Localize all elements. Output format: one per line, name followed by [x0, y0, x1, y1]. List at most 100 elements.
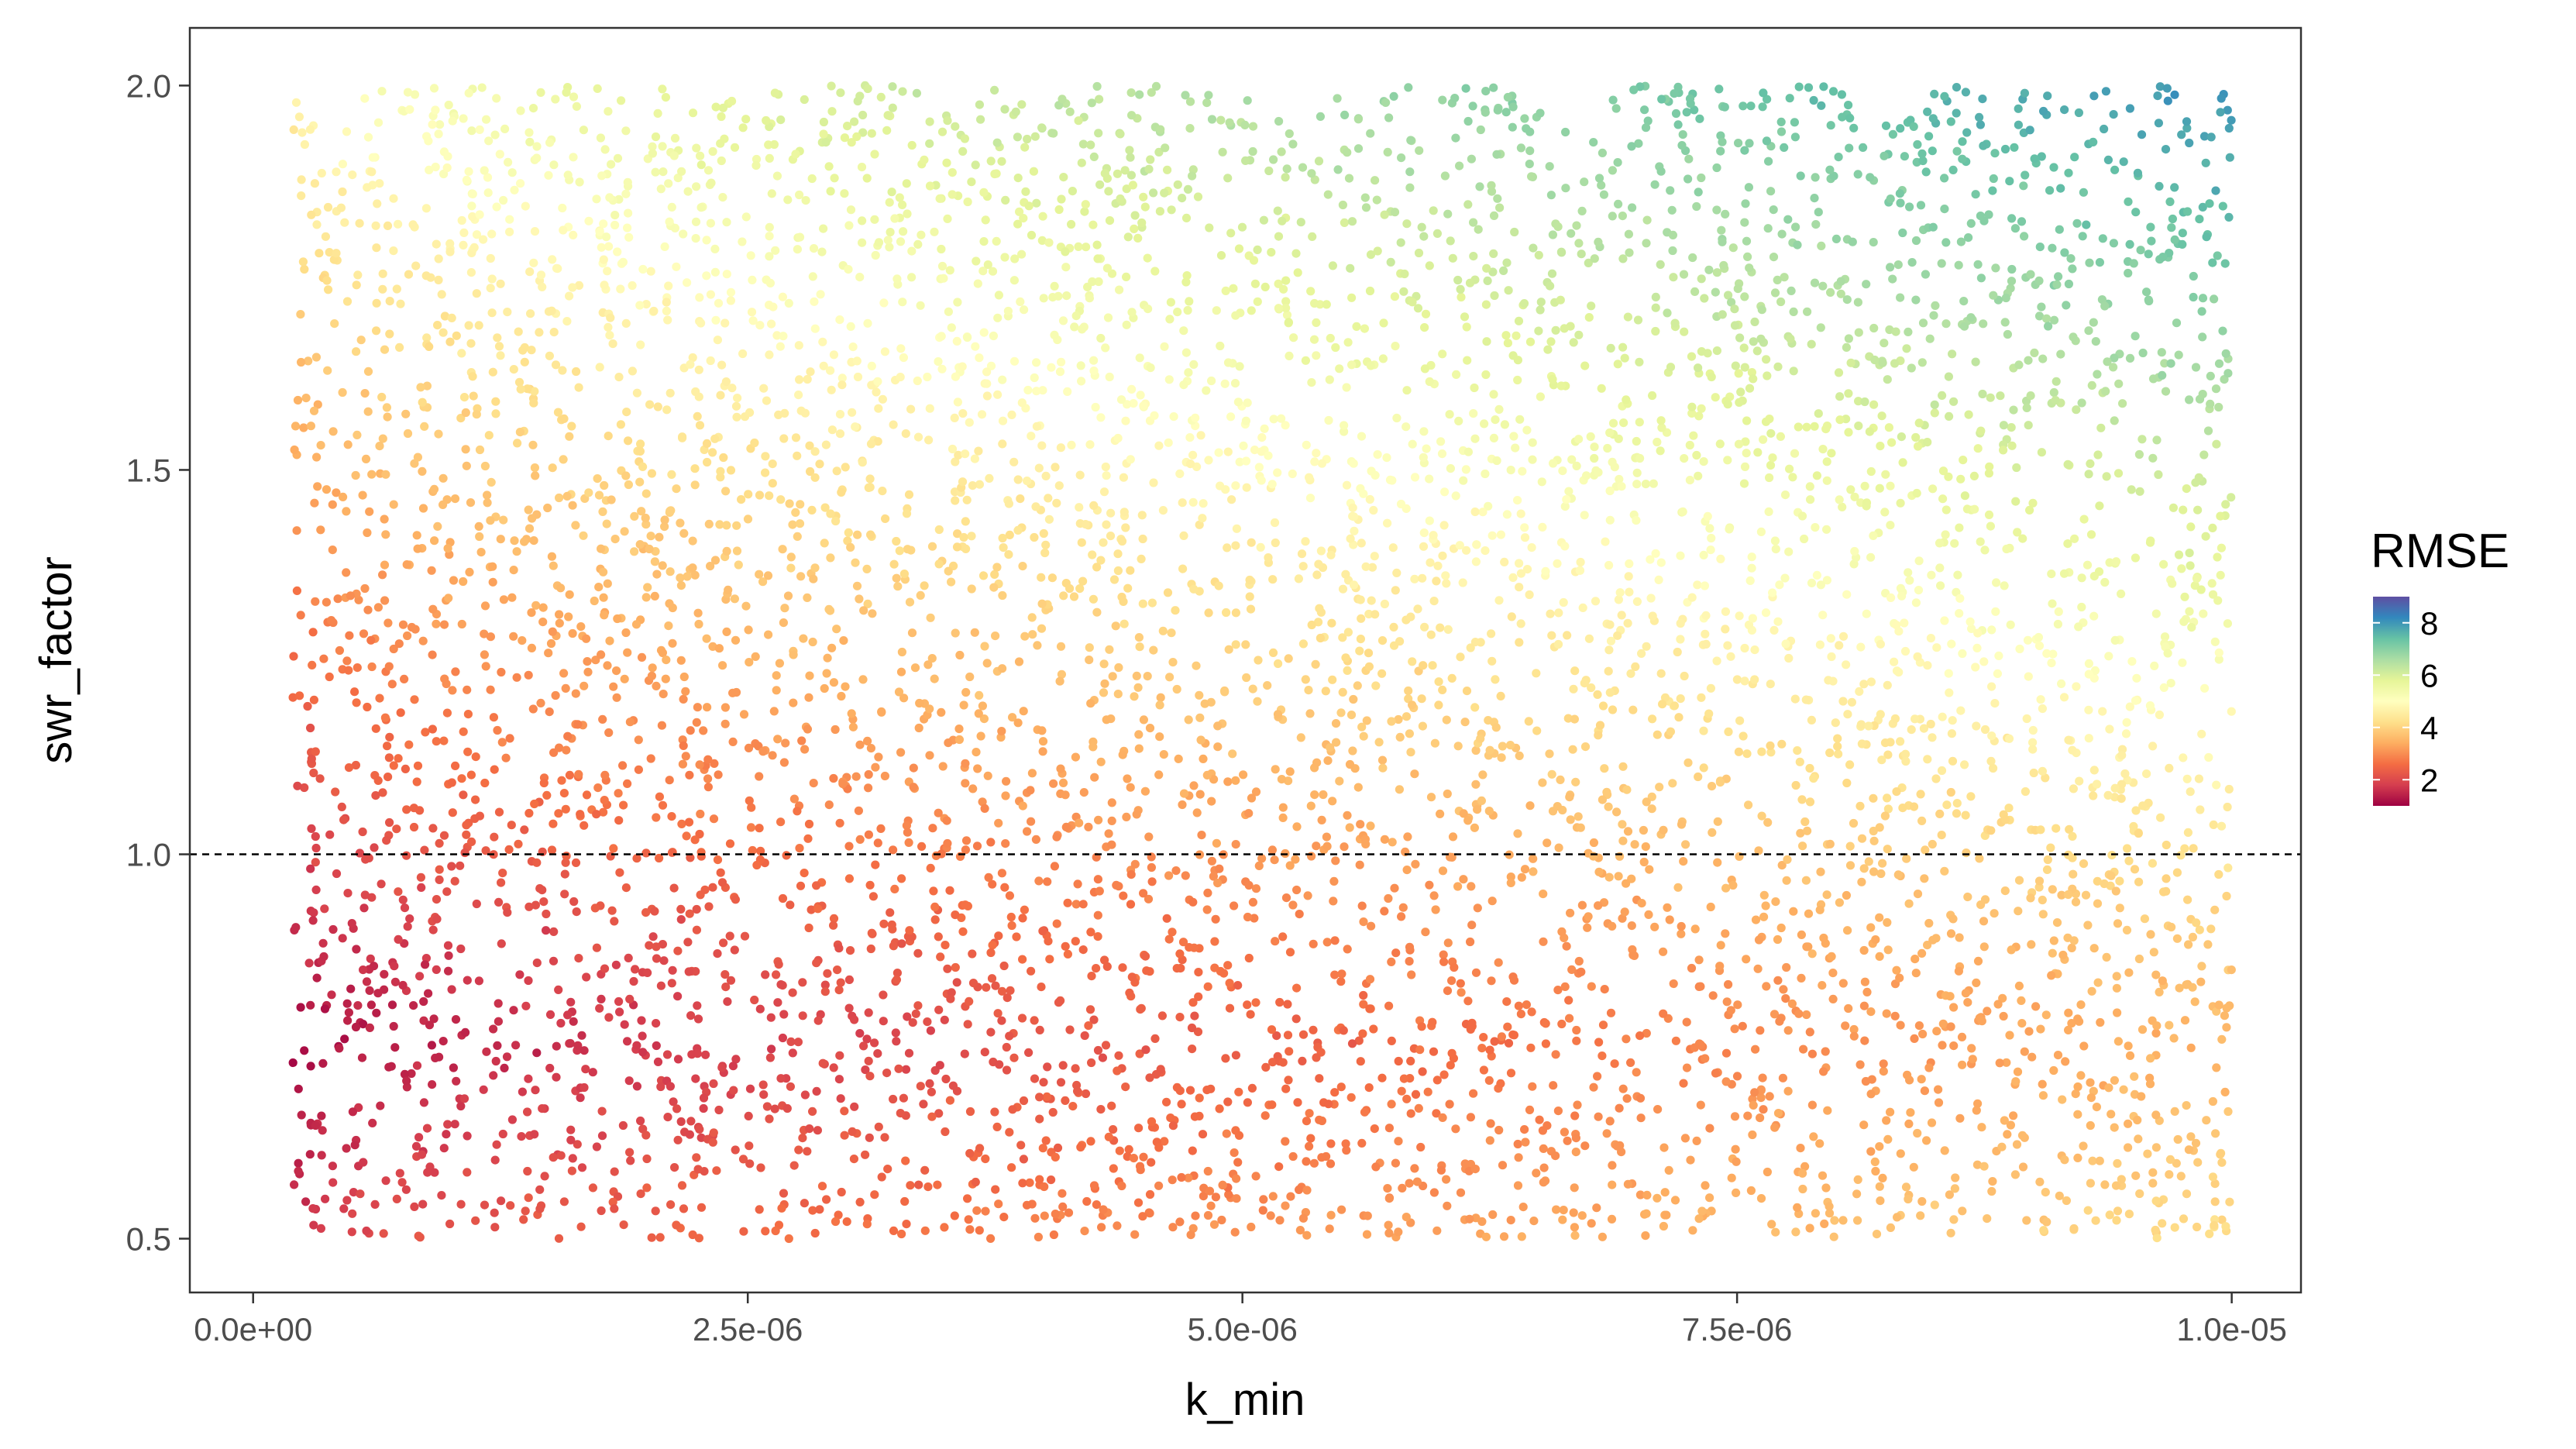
scatter-point [2223, 863, 2233, 872]
scatter-point [1356, 635, 1365, 644]
scatter-point [472, 899, 481, 909]
scatter-point [2064, 168, 2073, 177]
scatter-point [1821, 1047, 1830, 1056]
scatter-point [1033, 1232, 1043, 1242]
scatter-point [1106, 508, 1116, 518]
scatter-point [867, 380, 876, 390]
scatter-point [1202, 905, 1212, 914]
scatter-point [903, 828, 912, 837]
scatter-point [971, 342, 980, 351]
scatter-point [1654, 575, 1663, 585]
scatter-point [1384, 113, 1394, 122]
scatter-point [572, 102, 582, 111]
scatter-point [1684, 174, 1693, 184]
scatter-point [1776, 297, 1786, 307]
scatter-point [1037, 599, 1047, 608]
scatter-point [599, 255, 608, 264]
scatter-point [1993, 669, 2002, 679]
scatter-point [1315, 1074, 1324, 1083]
scatter-point [1618, 914, 1627, 923]
scatter-point [1143, 672, 1152, 681]
scatter-point [422, 1124, 432, 1133]
scatter-point [904, 838, 913, 847]
scatter-point [620, 1020, 629, 1029]
scatter-point [1432, 1109, 1441, 1118]
scatter-point [1340, 218, 1349, 227]
scatter-point [1193, 1027, 1203, 1037]
scatter-point [542, 790, 552, 800]
scatter-point [850, 1015, 859, 1024]
scatter-point [800, 869, 809, 878]
scatter-point [1595, 721, 1605, 730]
scatter-point [402, 851, 411, 860]
scatter-point [1904, 899, 1914, 908]
scatter-point [1463, 447, 1473, 456]
scatter-point [480, 601, 490, 611]
scatter-point [1336, 708, 1346, 718]
scatter-point [325, 830, 335, 839]
scatter-point [1608, 705, 1618, 714]
scatter-point [510, 536, 519, 546]
scatter-point [1041, 540, 1051, 549]
scatter-point [1866, 466, 1876, 477]
scatter-point [703, 166, 714, 175]
scatter-point [1434, 700, 1443, 710]
scatter-point [1923, 438, 1932, 447]
scatter-point [1030, 1074, 1040, 1083]
scatter-point [988, 879, 997, 889]
scatter-point [1945, 688, 1954, 697]
scatter-point [2035, 243, 2045, 252]
scatter-point [941, 941, 950, 950]
scatter-point [1312, 351, 1321, 360]
scatter-point [1174, 754, 1183, 764]
scatter-point [899, 570, 909, 579]
scatter-point [2036, 1024, 2045, 1034]
scatter-point [342, 1144, 351, 1153]
scatter-point [1291, 249, 1301, 258]
scatter-point [1133, 683, 1143, 692]
scatter-point [1584, 912, 1593, 921]
scatter-point [1308, 232, 1317, 241]
scatter-point [773, 998, 782, 1007]
scatter-point [692, 718, 701, 727]
scatter-point [300, 139, 309, 150]
scatter-point [1346, 263, 1355, 273]
scatter-point [1226, 229, 1236, 238]
scatter-point [885, 198, 894, 207]
scatter-point [2178, 229, 2187, 238]
scatter-point [765, 153, 774, 163]
scatter-point [1872, 1230, 1882, 1239]
scatter-point [1329, 897, 1338, 906]
scatter-point [1130, 692, 1139, 701]
scatter-point [1478, 770, 1487, 780]
scatter-point [1443, 1201, 1452, 1210]
scatter-point [338, 160, 347, 169]
scatter-point [1281, 1084, 1291, 1093]
scatter-point [1248, 122, 1258, 131]
scatter-point [1705, 524, 1714, 533]
scatter-point [536, 88, 545, 97]
scatter-point [1495, 203, 1505, 212]
scatter-point [1853, 170, 1862, 179]
scatter-point [1984, 210, 1993, 219]
scatter-point [1663, 903, 1672, 912]
scatter-point [1124, 1144, 1133, 1154]
scatter-point [487, 477, 496, 487]
scatter-point [636, 439, 645, 449]
scatter-point [1503, 1022, 1512, 1031]
scatter-point [2220, 1011, 2229, 1020]
scatter-point [1790, 118, 1799, 127]
scatter-point [803, 1147, 812, 1156]
scatter-point [1529, 243, 1538, 253]
scatter-point [1224, 645, 1233, 654]
scatter-point [602, 519, 611, 528]
scatter-point [1462, 687, 1472, 696]
scatter-point [937, 261, 948, 271]
scatter-point [577, 1163, 587, 1172]
scatter-point [606, 852, 615, 861]
scatter-point [1086, 140, 1095, 150]
scatter-point [761, 452, 770, 461]
scatter-point [2003, 329, 2012, 339]
scatter-point [1314, 618, 1323, 627]
scatter-point [746, 251, 755, 260]
